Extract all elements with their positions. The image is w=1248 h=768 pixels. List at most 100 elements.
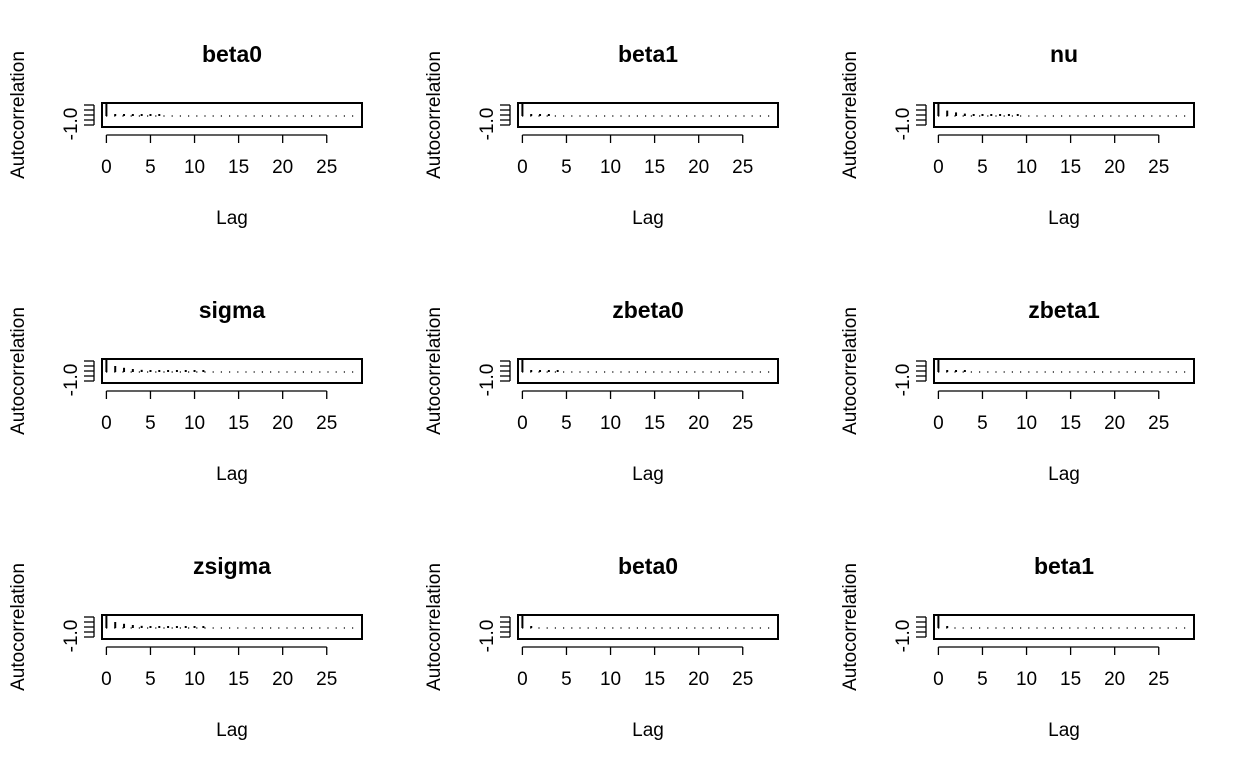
x-tick-label: 5: [977, 669, 988, 690]
acf-chart-beta0: beta0 0 5 10 15 20 25 -1.0 Lag Autocorrelation: [424, 553, 779, 741]
acf-chart-zbeta0: zbeta0 0 5 10 15 20 25 -1.0 Lag Autocorrelation: [424, 297, 779, 485]
acf-chart-sigma: sigma 0 5 10 15 20 25 -1.0 Lag Autocorrelation: [8, 297, 363, 485]
x-tick-label: 20: [1104, 413, 1125, 434]
chart-title: beta1: [618, 41, 678, 67]
y-axis-title: Autocorrelation: [840, 563, 861, 691]
plot-frame: [101, 102, 363, 128]
y-tick-label: -1.0: [61, 364, 82, 397]
x-tick-label: 5: [561, 669, 572, 690]
y-axis-title: Autocorrelation: [424, 563, 445, 691]
acf-chart-beta0: beta0 0 5 10 15 20 25 -1.0 Lag Autocorrelation: [8, 41, 363, 229]
y-tick-label: -1.0: [477, 108, 498, 141]
y-axis-title: Autocorrelation: [8, 307, 29, 435]
chart-title: zbeta0: [612, 297, 684, 323]
plot-frame: [933, 358, 1195, 384]
x-tick-label: 20: [272, 669, 293, 690]
x-tick-label: 15: [644, 669, 665, 690]
x-tick-label: 15: [228, 157, 249, 178]
chart-title: beta1: [1034, 553, 1094, 579]
acf-panel-zbeta0: zbeta0 0 5 10 15 20 25 -1.0 Lag Autocorrelation: [416, 256, 832, 512]
chart-title: zbeta1: [1028, 297, 1100, 323]
x-axis-title: Lag: [632, 464, 664, 485]
chart-title: nu: [1050, 41, 1078, 67]
x-tick-label: 15: [228, 413, 249, 434]
x-tick-label: 0: [933, 669, 944, 690]
x-axis-title: Lag: [1048, 464, 1080, 485]
x-tick-label: 5: [977, 413, 988, 434]
plot-frame: [101, 614, 363, 640]
x-tick-label: 10: [184, 413, 205, 434]
x-tick-label: 0: [517, 413, 528, 434]
x-tick-label: 0: [933, 413, 944, 434]
x-tick-label: 15: [1060, 413, 1081, 434]
x-tick-label: 20: [1104, 157, 1125, 178]
y-tick-label: -1.0: [477, 364, 498, 397]
acf-panel-beta1: beta1 0 5 10 15 20 25 -1.0 Lag Autocorrelation: [832, 512, 1248, 768]
x-tick-label: 25: [316, 413, 337, 434]
x-tick-label: 15: [228, 669, 249, 690]
y-tick-label: -1.0: [61, 108, 82, 141]
y-tick-label: -1.0: [893, 108, 914, 141]
acf-chart-nu: nu 0 5 10 15 20 25 -1.0 Lag Autocorrelation: [840, 41, 1195, 229]
x-tick-label: 10: [600, 157, 621, 178]
x-tick-label: 0: [101, 157, 112, 178]
x-tick-label: 0: [517, 669, 528, 690]
x-tick-label: 10: [600, 413, 621, 434]
x-tick-label: 5: [145, 413, 156, 434]
x-tick-label: 20: [688, 413, 709, 434]
chart-title: sigma: [199, 297, 266, 323]
y-axis-title: Autocorrelation: [840, 307, 861, 435]
y-axis-title: Autocorrelation: [840, 51, 861, 179]
acf-panel-beta0: beta0 0 5 10 15 20 25 -1.0 Lag Autocorrelation: [0, 0, 416, 256]
plot-frame: [933, 614, 1195, 640]
x-tick-label: 20: [688, 157, 709, 178]
x-tick-label: 25: [1148, 413, 1169, 434]
x-tick-label: 25: [1148, 157, 1169, 178]
y-axis-title: Autocorrelation: [8, 51, 29, 179]
y-tick-label: -1.0: [893, 364, 914, 397]
acf-panel-beta1: beta1 0 5 10 15 20 25 -1.0 Lag Autocorrelation: [416, 0, 832, 256]
plot-frame: [101, 358, 363, 384]
x-tick-label: 5: [561, 413, 572, 434]
x-axis-title: Lag: [1048, 720, 1080, 741]
y-tick-label: -1.0: [61, 620, 82, 653]
plot-frame: [517, 102, 779, 128]
x-tick-label: 15: [1060, 669, 1081, 690]
x-tick-label: 25: [1148, 669, 1169, 690]
plot-frame: [517, 614, 779, 640]
acf-panel-sigma: sigma 0 5 10 15 20 25 -1.0 Lag Autocorrelation: [0, 256, 416, 512]
x-tick-label: 25: [732, 669, 753, 690]
plot-frame: [933, 102, 1195, 128]
acf-chart-zsigma: zsigma 0 5 10 15 20 25 -1.0 Lag Autocorrelation: [8, 553, 363, 741]
x-tick-label: 10: [1016, 669, 1037, 690]
x-axis-title: Lag: [632, 208, 664, 229]
x-tick-label: 0: [101, 669, 112, 690]
x-tick-label: 10: [184, 157, 205, 178]
acf-chart-zbeta1: zbeta1 0 5 10 15 20 25 -1.0 Lag Autocorrelation: [840, 297, 1195, 485]
chart-title: zsigma: [193, 553, 271, 579]
y-tick-label: -1.0: [893, 620, 914, 653]
x-tick-label: 0: [517, 157, 528, 178]
x-tick-label: 15: [644, 413, 665, 434]
y-axis-title: Autocorrelation: [424, 307, 445, 435]
x-tick-label: 10: [1016, 157, 1037, 178]
x-axis-title: Lag: [632, 720, 664, 741]
x-tick-label: 5: [561, 157, 572, 178]
x-tick-label: 5: [145, 669, 156, 690]
x-axis-title: Lag: [216, 464, 248, 485]
acf-panel-beta0: beta0 0 5 10 15 20 25 -1.0 Lag Autocorrelation: [416, 512, 832, 768]
chart-title: beta0: [202, 41, 262, 67]
x-axis-title: Lag: [216, 208, 248, 229]
x-tick-label: 20: [688, 669, 709, 690]
acf-chart-beta1: beta1 0 5 10 15 20 25 -1.0 Lag Autocorrelation: [424, 41, 779, 229]
x-tick-label: 5: [145, 157, 156, 178]
x-tick-label: 20: [272, 157, 293, 178]
x-axis-title: Lag: [216, 720, 248, 741]
chart-title: beta0: [618, 553, 678, 579]
acf-panel-nu: nu 0 5 10 15 20 25 -1.0 Lag Autocorrelation: [832, 0, 1248, 256]
x-tick-label: 25: [732, 157, 753, 178]
acf-panel-zsigma: zsigma 0 5 10 15 20 25 -1.0 Lag Autocorrelation: [0, 512, 416, 768]
acf-panel-zbeta1: zbeta1 0 5 10 15 20 25 -1.0 Lag Autocorrelation: [832, 256, 1248, 512]
x-tick-label: 10: [1016, 413, 1037, 434]
